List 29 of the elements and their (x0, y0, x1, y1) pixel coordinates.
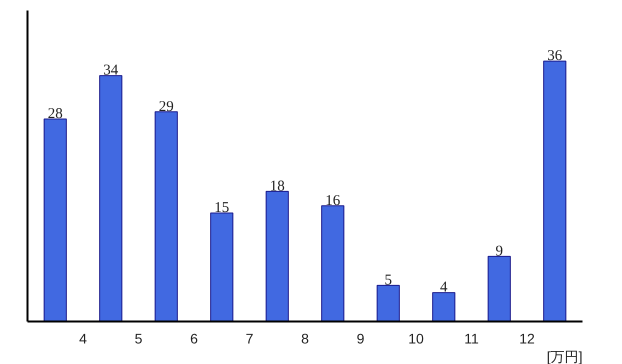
data-label: 29 (158, 98, 174, 115)
bar (432, 292, 456, 322)
data-label: 36 (547, 48, 563, 64)
x-tick-label: 10 (408, 330, 424, 346)
x-tick-label: 11 (464, 330, 479, 346)
data-label: 28 (48, 106, 63, 122)
bar (488, 256, 511, 322)
x-tick-label: 5 (134, 330, 143, 346)
bar (376, 284, 400, 322)
x-tick-label: 7 (246, 330, 254, 346)
data-label: 9 (496, 243, 503, 260)
bar (44, 118, 67, 322)
bar (321, 205, 344, 322)
x-tick-label: 12 (519, 330, 535, 346)
data-label: 15 (214, 200, 230, 216)
x-tick-label: 8 (301, 330, 310, 346)
data-label: 4 (440, 280, 448, 296)
data-label: 16 (325, 192, 341, 209)
bar (543, 60, 566, 322)
data-label: 18 (270, 178, 285, 194)
x-tick-label: 6 (190, 330, 198, 346)
data-label: 34 (103, 62, 119, 79)
bar (99, 75, 122, 322)
bar (266, 190, 289, 322)
bar (210, 212, 234, 322)
x-tick-label: 9 (356, 330, 365, 346)
bar (154, 111, 178, 322)
data-label: 5 (384, 272, 392, 288)
x-tick-label: 4 (79, 330, 88, 346)
